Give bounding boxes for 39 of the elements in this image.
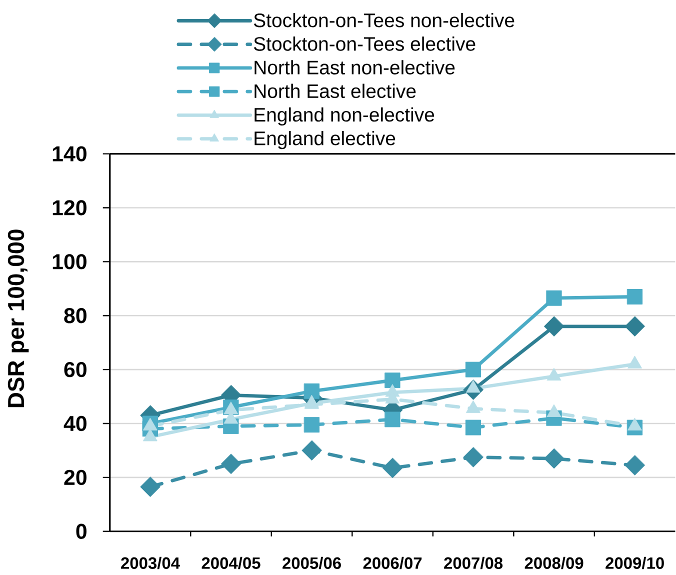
x-tick-label: 2004/05 [202,556,260,569]
point [304,383,320,399]
legend-label: Stockton-on-Tees elective [254,36,476,51]
point [466,362,482,378]
y-tick-label: 100 [52,254,86,270]
point [140,476,160,497]
x-tick-label: 2007/08 [444,556,503,569]
legend-label: North East elective [254,84,416,98]
point [624,316,645,336]
y-tick-label: 60 [64,362,86,377]
y-tick-label: 40 [64,416,86,431]
point [466,420,482,436]
x-tick-label: 2009/10 [606,556,664,569]
x-tick-label: 2005/06 [282,556,341,569]
y-tick-label: 0 [76,524,86,539]
point [546,290,562,306]
y-axis-title: DSR per 100,000 [8,229,29,407]
point [302,440,322,460]
point [624,455,645,476]
legend-label: North East non-elective [254,60,455,74]
legend-label: England elective [254,130,396,149]
point [220,454,242,474]
y-tick-label: 120 [52,200,86,216]
x-tick-label: 2006/07 [363,556,422,569]
legend-label: Stockton-on-Tees non-elective [254,12,514,28]
y-tick-label: 140 [52,146,86,162]
point [304,416,320,432]
point [384,412,400,428]
x-tick-label: 2003/04 [121,556,180,569]
point [382,458,403,478]
y-tick-label: 20 [64,470,86,485]
point [544,316,564,336]
point [463,446,484,468]
legend-label: England non-elective [254,107,434,126]
point [384,372,400,388]
x-tick-label: 2008/09 [524,556,584,569]
point [544,448,564,469]
y-tick-label: 80 [64,308,86,324]
point [627,288,643,304]
